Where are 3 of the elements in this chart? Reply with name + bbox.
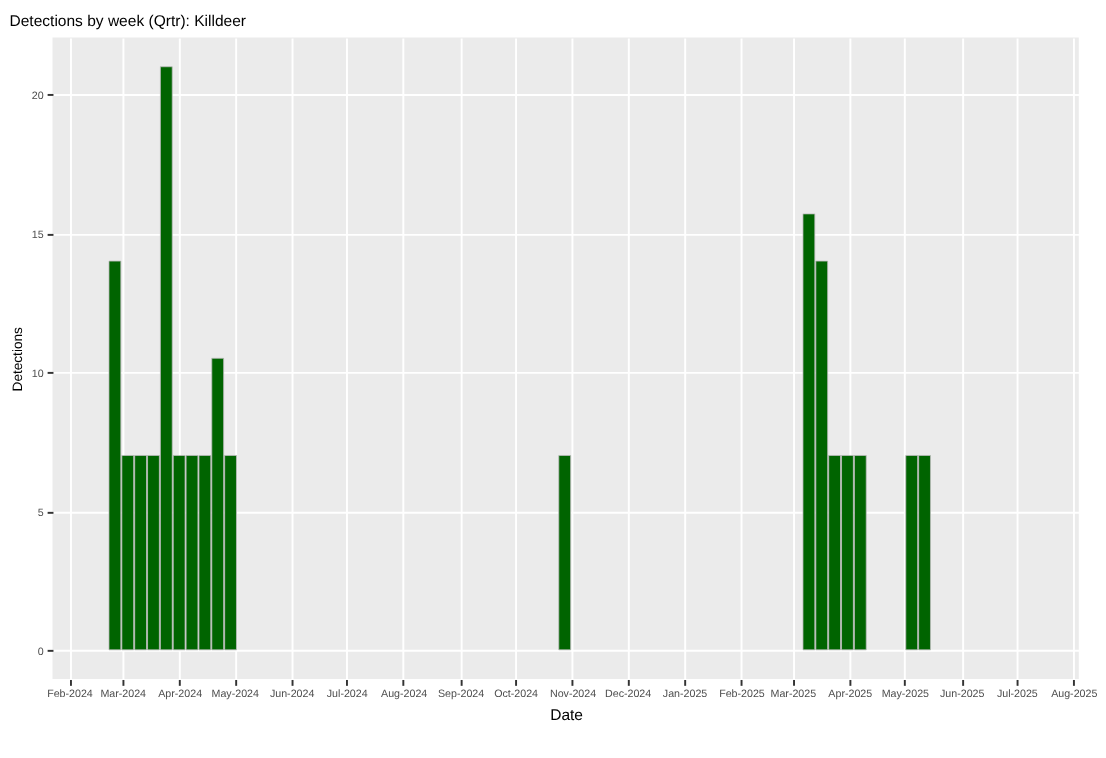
x-axis-title: Date bbox=[550, 705, 584, 724]
chart-title: Detections by week (Qrtr): Killdeer bbox=[9, 11, 247, 30]
bar bbox=[558, 455, 572, 651]
